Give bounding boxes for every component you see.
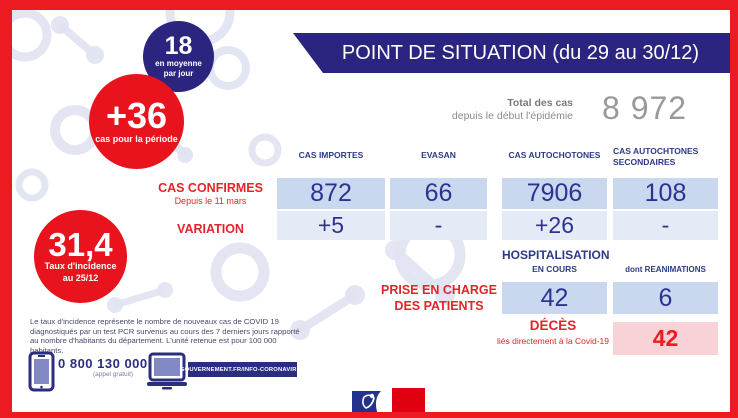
phone-icon (28, 351, 55, 392)
confirmed-cases-sublabel: Depuis le 11 mars (174, 196, 247, 206)
deaths-label: DÉCÈS liés directement à la Covid-19 (487, 318, 619, 346)
confirmed-evasan-value: 66 (390, 178, 487, 209)
computer-icon (147, 352, 187, 390)
total-cases-label: Total des cas depuis le début l'épidémie (393, 97, 573, 123)
total-cases-value: 8 972 (602, 90, 688, 126)
government-website-banner[interactable]: GOUVERNEMENT.FR/INFO-CORONAVIRUS (180, 362, 305, 377)
period-cases-badge: +36 cas pour la période (89, 74, 184, 169)
frame-border-left (0, 0, 12, 418)
daily-average-label-2: par jour (163, 69, 194, 78)
hospitalisation-value: 42 (502, 282, 607, 314)
deaths-label-sub: liés directement à la Covid-19 (497, 335, 609, 346)
hospitalisation-label-line2: EN COURS (532, 264, 577, 274)
phone-number-note: (appel gratuit) (92, 371, 134, 378)
hospitalisation-label: HOSPITALISATION EN COURS (502, 248, 610, 274)
column-header-cas-autochtones: CAS AUTOCHOTONES (508, 150, 601, 160)
deaths-value: 42 (613, 322, 718, 355)
page-title: POINT DE SITUATION (du 29 au 30/12) (341, 41, 700, 64)
confirmed-local-value: 7906 (502, 178, 607, 209)
phone-number: 0 800 130 000 (58, 356, 148, 371)
column-header-cas-importes: CAS IMPORTES (298, 150, 364, 160)
period-cases-value: +36 (105, 94, 168, 136)
title-banner: POINT DE SITUATION (du 29 au 30/12) (293, 33, 730, 73)
confirmed-imported-value: 872 (277, 178, 385, 209)
incidence-rate-label-2: au 25/12 (62, 273, 99, 283)
incidence-rate-label-1: Taux d'incidence (44, 261, 117, 272)
variation-secondary-value: - (613, 211, 718, 240)
french-government-logo (352, 388, 425, 415)
frame-border-right (730, 0, 738, 418)
total-cases-label-line1: Total des cas (507, 97, 573, 109)
patient-care-section-label: PRISE EN CHARGE DES PATIENTS (380, 283, 498, 314)
confirmed-secondary-value: 108 (613, 178, 718, 209)
government-website-url: GOUVERNEMENT.FR/INFO-CORONAVIRUS (179, 366, 306, 373)
column-header-evasan: EVASAN (421, 150, 456, 160)
daily-average-label-1: en moyenne (155, 58, 202, 68)
incidence-rate-value: 31,4 (48, 226, 113, 264)
deaths-label-title: DÉCÈS (529, 318, 577, 333)
column-header-cas-autochtones-secondaires: CAS AUTOCHTONES SECONDAIRES (613, 146, 699, 168)
daily-average-value: 18 (164, 31, 193, 60)
icu-value: 6 (613, 282, 718, 314)
incidence-definition-footnote: Le taux d'incidence représente le nombre… (30, 317, 300, 355)
icu-label: dont REANIMATIONS (625, 265, 706, 274)
confirmed-cases-row-label: CAS CONFIRMES Depuis le 11 mars (148, 181, 273, 206)
variation-row-label: VARIATION (177, 222, 244, 236)
frame-border-bottom (0, 412, 738, 418)
total-cases-label-line2: depuis le début l'épidémie (451, 110, 573, 123)
period-cases-label: cas pour la période (95, 133, 178, 144)
confirmed-cases-label: CAS CONFIRMES (158, 181, 263, 195)
variation-imported-value: +5 (277, 211, 385, 240)
patient-care-label-line2: DES PATIENTS (394, 298, 484, 313)
incidence-rate-badge: 31,4 Taux d'incidence au 25/12 (34, 210, 127, 303)
hospitalisation-label-line1: HOSPITALISATION (502, 248, 610, 262)
frame-border-top (0, 0, 738, 10)
variation-evasan-value: - (390, 211, 487, 240)
patient-care-label-line1: PRISE EN CHARGE (381, 283, 497, 297)
variation-local-value: +26 (502, 211, 607, 240)
